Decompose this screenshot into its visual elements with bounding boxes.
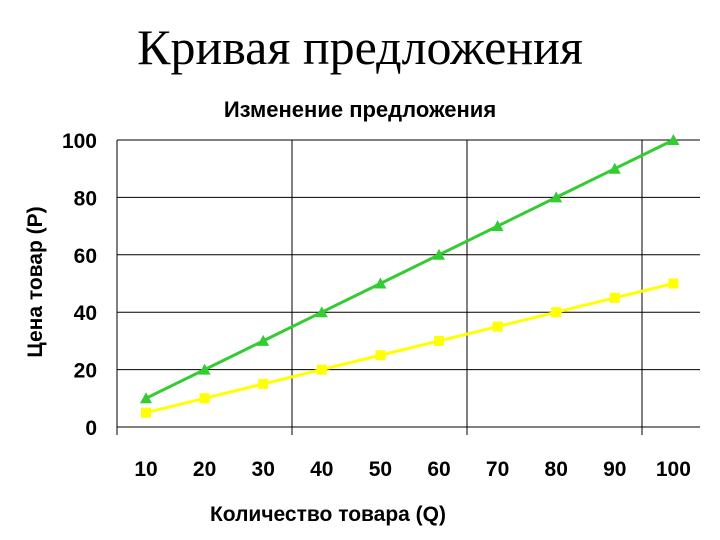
data-point [608, 162, 621, 174]
data-point [199, 393, 210, 404]
y-tick-label: 0 [85, 417, 97, 440]
data-point [316, 364, 327, 375]
plot-area [116, 140, 700, 435]
x-tick-label: 10 [134, 458, 157, 481]
data-point [374, 277, 387, 289]
y-tick-labels: 0 20 40 60 80 100 [62, 130, 97, 440]
series-line-1 [145, 138, 675, 400]
data-point [433, 248, 445, 260]
series-lines [145, 138, 675, 415]
data-point [258, 378, 269, 389]
x-tick-labels: 10 20 30 40 50 60 70 80 90 100 [134, 458, 691, 481]
chart-title: Изменение предложения [224, 97, 496, 122]
y-tick-label: 60 [74, 245, 97, 268]
y-tick-label: 100 [62, 130, 97, 153]
x-tick-label: 30 [252, 458, 275, 481]
x-tick-label: 90 [603, 458, 626, 481]
data-point [198, 363, 211, 375]
data-point [141, 407, 151, 418]
x-axis-label: Количество товара (Q) [210, 503, 446, 526]
x-tick-label: 60 [427, 458, 450, 481]
data-point [434, 335, 444, 346]
chart-gridlines [116, 139, 700, 435]
data-point [551, 307, 562, 318]
data-point [257, 334, 270, 346]
data-point [315, 306, 328, 318]
y-axis-label: Цена товар (P) [24, 206, 47, 357]
y-tick-label: 80 [74, 187, 97, 210]
data-point [492, 321, 503, 332]
x-tick-label: 40 [310, 458, 333, 481]
x-tick-label: 50 [369, 458, 392, 481]
slide-title: Кривая предложения [137, 19, 583, 75]
series-markers [140, 134, 680, 418]
y-tick-label: 40 [74, 302, 97, 325]
x-tick-label: 20 [193, 458, 216, 481]
x-tick-label: 100 [656, 458, 691, 481]
x-tick-label: 70 [486, 458, 509, 481]
data-point [667, 134, 680, 145]
y-tick-label: 20 [74, 360, 97, 383]
x-tick-label: 80 [545, 458, 568, 481]
series-line-2 [145, 282, 674, 415]
data-point [550, 191, 563, 203]
data-point [609, 292, 620, 303]
data-point [375, 350, 386, 361]
data-point [491, 220, 504, 232]
data-point [140, 392, 152, 404]
data-point [668, 278, 679, 289]
